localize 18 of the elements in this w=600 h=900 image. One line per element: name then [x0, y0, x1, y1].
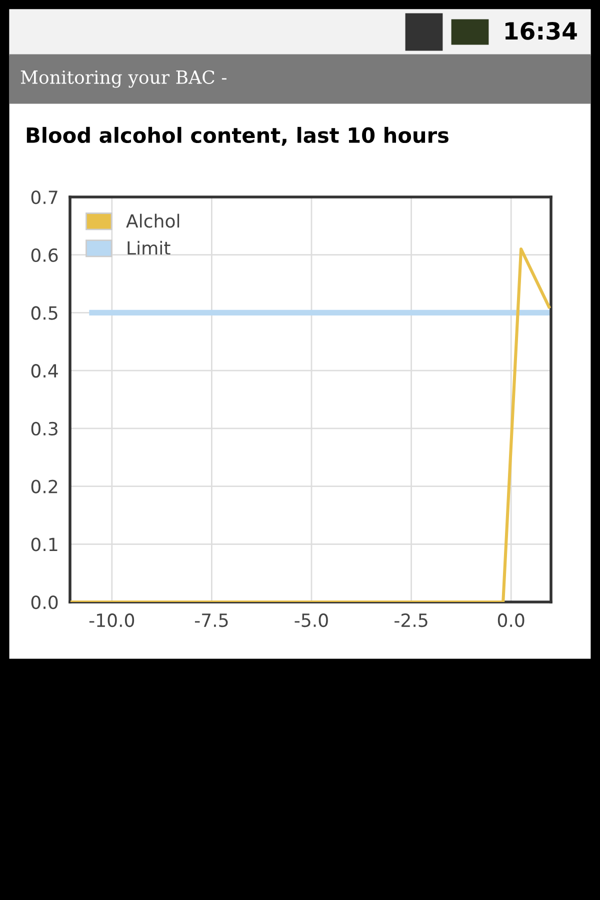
y-tick-label: 0.1 — [31, 538, 58, 552]
y-tick-label: 0.3 — [31, 422, 58, 436]
y-tick-label: 0.0 — [31, 595, 58, 610]
x-tick-label: -7.5 — [194, 614, 228, 628]
y-tick-label: 0.6 — [31, 248, 58, 262]
y-tick-label: 0.7 — [31, 190, 58, 204]
text: Monitoring your BAC - — [20, 70, 226, 88]
legend-label: Alchol — [126, 214, 180, 228]
chart-title: Blood alcohol content, last 10 hours — [26, 126, 448, 146]
legend-label: Limit — [128, 240, 170, 255]
y-tick-label: 0.5 — [31, 306, 58, 320]
y-tick-label: 0.2 — [31, 480, 58, 494]
text: 16:34 — [506, 22, 577, 40]
x-tick-label: -10.0 — [89, 613, 134, 628]
y-tick-label: 0.4 — [31, 364, 58, 378]
x-tick-label: -5.0 — [294, 613, 328, 628]
x-tick-label: -2.5 — [394, 613, 428, 628]
x-tick-label: 0.0 — [498, 613, 524, 628]
